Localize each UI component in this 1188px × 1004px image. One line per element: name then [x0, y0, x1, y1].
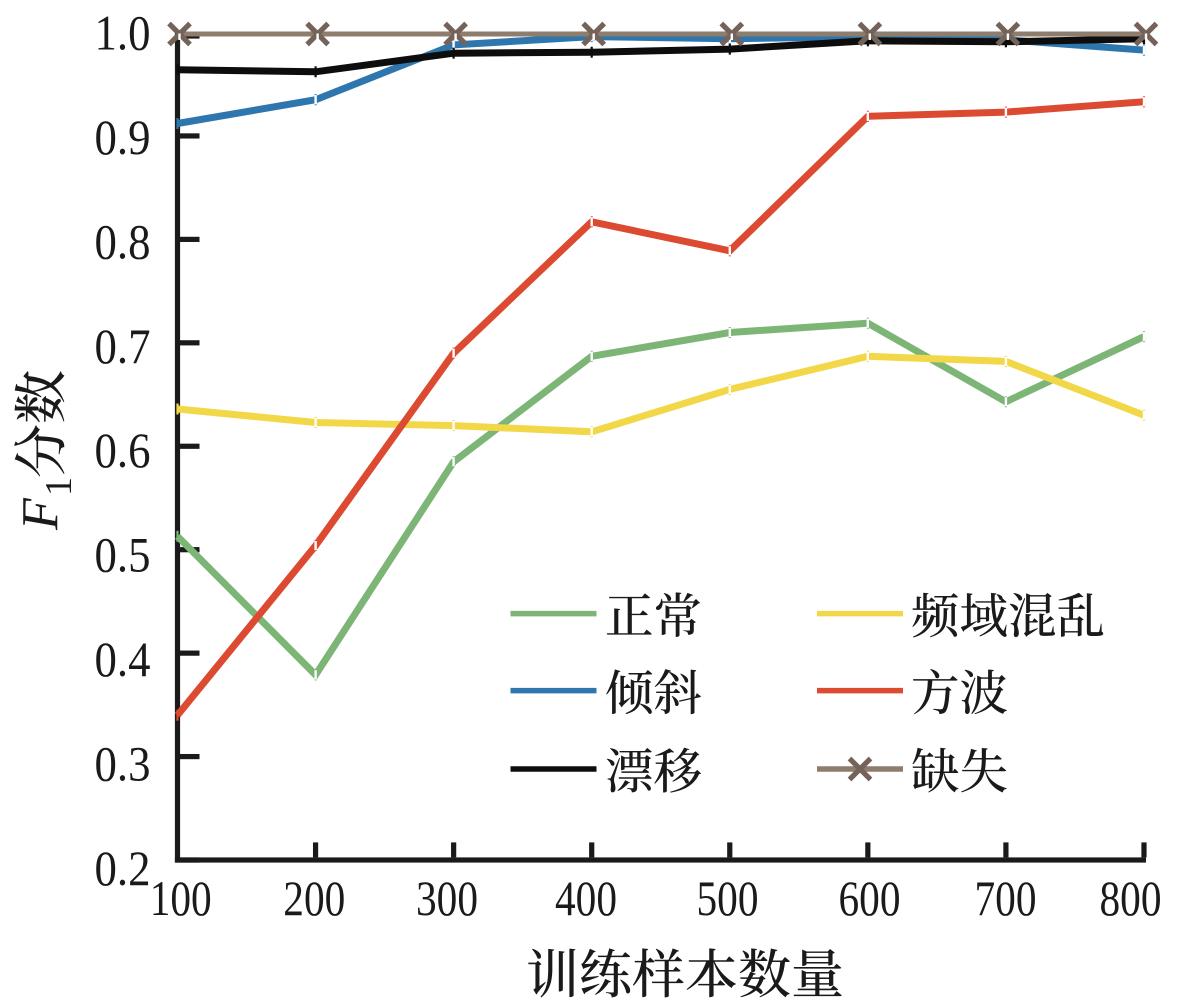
- svg-text:0.9: 0.9: [95, 109, 151, 165]
- svg-text:0.5: 0.5: [95, 527, 151, 583]
- svg-text:300: 300: [416, 870, 478, 926]
- svg-text:1.0: 1.0: [95, 5, 151, 61]
- svg-text:0.4: 0.4: [95, 631, 151, 687]
- svg-text:0.3: 0.3: [95, 735, 151, 791]
- svg-text:1: 1: [38, 477, 80, 496]
- svg-text:800: 800: [1100, 870, 1162, 926]
- svg-text:600: 600: [839, 870, 901, 926]
- svg-text:0.2: 0.2: [95, 840, 151, 896]
- svg-text:500: 500: [697, 870, 759, 926]
- svg-text:100: 100: [150, 870, 212, 926]
- svg-text:400: 400: [555, 870, 617, 926]
- svg-text:0.8: 0.8: [95, 213, 151, 269]
- svg-text:700: 700: [975, 870, 1037, 926]
- svg-text:200: 200: [283, 870, 345, 926]
- svg-text:0.7: 0.7: [95, 318, 151, 374]
- svg-text:F: F: [13, 497, 70, 531]
- svg-text:0.6: 0.6: [95, 422, 151, 478]
